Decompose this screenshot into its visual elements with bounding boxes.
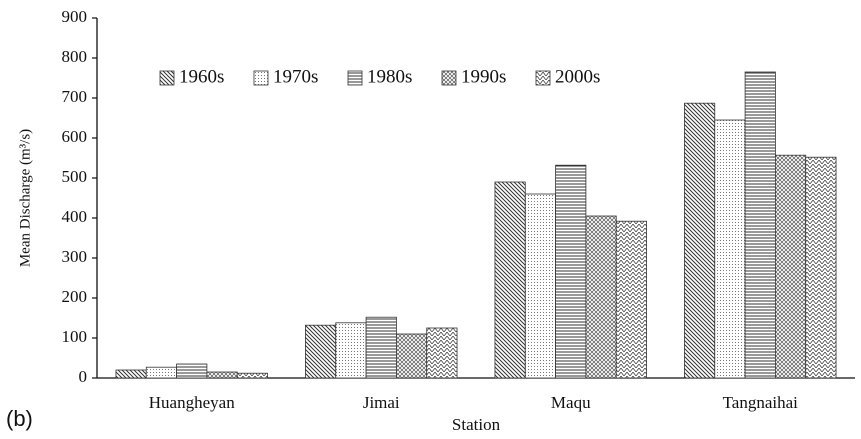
x-tick-label: Jimai: [363, 393, 400, 412]
bar: [305, 324, 337, 379]
y-tick-label: 400: [62, 207, 88, 226]
bar: [684, 102, 716, 379]
bar: [206, 371, 238, 379]
bar: [714, 119, 746, 379]
y-tick-label: 200: [62, 287, 88, 306]
y-tick-label: 900: [62, 7, 88, 26]
legend-swatch: [535, 70, 551, 86]
y-tick-label: 300: [62, 247, 88, 266]
y-tick-label: 600: [62, 127, 88, 146]
bar: [396, 333, 428, 379]
legend-label: 2000s: [555, 66, 600, 87]
legend-swatch: [441, 70, 457, 86]
y-axis-label: Mean Discharge (m³/s): [17, 129, 33, 267]
legend-label: 1990s: [461, 66, 506, 87]
bar: [426, 327, 458, 379]
bar: [775, 154, 807, 379]
bar: [335, 322, 367, 379]
y-tick-label: 800: [62, 47, 88, 66]
bar: [555, 164, 587, 379]
y-tick-label: 100: [62, 327, 88, 346]
legend-swatch: [253, 70, 269, 86]
legend-label: 1980s: [367, 66, 412, 87]
legend-label: 1970s: [273, 66, 318, 87]
legend-swatch: [347, 70, 363, 86]
bar: [615, 220, 647, 379]
bar: [176, 363, 208, 379]
bar: [805, 156, 837, 379]
legend-label: 1960s: [179, 66, 224, 87]
x-tick-label: Huangheyan: [149, 393, 235, 412]
x-tick-label: Tangnaihai: [723, 393, 799, 412]
bar: [365, 316, 397, 379]
bar: [744, 71, 776, 379]
annotation: (b): [6, 406, 33, 431]
bar: [494, 181, 526, 379]
y-tick-label: 0: [79, 367, 88, 386]
bar: [585, 215, 617, 379]
bar: [115, 369, 147, 379]
bar: [524, 193, 556, 379]
y-tick-label: 500: [62, 167, 88, 186]
y-tick-label: 700: [62, 87, 88, 106]
bar: [236, 372, 268, 379]
bar: [145, 366, 177, 379]
x-tick-label: Maqu: [551, 393, 591, 412]
x-axis-label: Station: [452, 415, 501, 434]
legend-swatch: [159, 70, 175, 86]
